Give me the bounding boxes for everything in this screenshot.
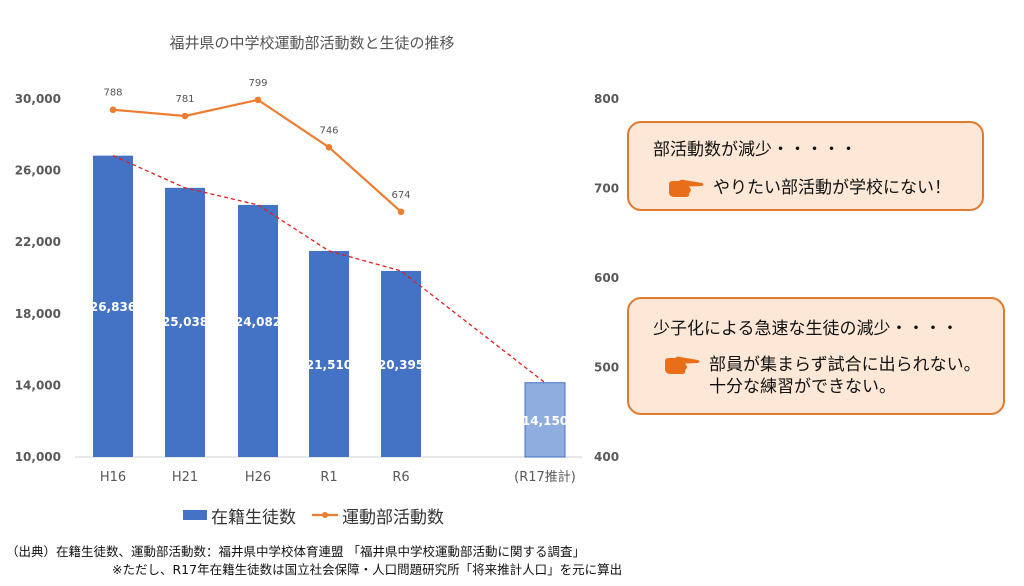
line-path [112,98,402,213]
bar-data-label: 21,510 [306,358,352,372]
y-right-tick-label: 400 [594,450,619,464]
line-point [109,106,117,114]
y-left-tick-label: 26,000 [15,164,61,178]
y-right-tick-label: 700 [594,182,619,196]
line-data-label: 781 [175,94,194,105]
trend-line [112,155,546,384]
callout-text: 十分な練習ができない。 [709,377,896,397]
bar [93,155,133,457]
pointing-hand-icon [669,179,704,197]
callout-point: やりたい部活動が学校にない！ [667,177,951,199]
callout-text: 部員が集まらず試合に出られない。 [709,355,981,375]
x-tick-label: H16 [100,470,126,485]
legend-swatch-marker [322,512,328,518]
line-point [325,144,333,151]
bar-data-label: 20,395 [378,358,424,372]
bar [309,250,349,457]
bar-data-label: 14,150 [522,414,568,428]
callout-title: 部活動数が減少・・・・・ [653,140,857,160]
legend-label-line: 運動部活動数 [342,508,444,528]
bar-data-label: 26,836 [90,300,136,314]
x-tick-label: R6 [392,470,409,485]
y-right-tick-label: 500 [594,361,619,375]
callout-club-decrease: 部活動数が減少・・・・・ やりたい部活動が学校にない！ [627,121,984,211]
line-data-label: 746 [319,125,338,136]
bar-data-label: 24,082 [235,315,281,329]
line-data-label: 674 [391,190,410,201]
line-data-label: 799 [248,78,267,89]
x-axis-labels: H16 H21 H26 R1 R6 (R17推計) [100,469,576,485]
legend: 在籍生徒数 運動部活動数 [183,508,444,528]
y-right-tick-label: 800 [594,92,619,106]
bar [165,187,205,457]
y-left-tick-label: 22,000 [15,235,61,249]
legend-swatch-bar [183,510,207,520]
bar-data-label: 25,038 [162,315,208,329]
legend-label-bar: 在籍生徒数 [211,508,296,528]
y-left-tick-label: 18,000 [15,307,61,321]
bar [238,204,278,457]
line-point [254,96,262,104]
line-data-label: 788 [103,88,122,99]
bar-series: 26,836 25,038 24,082 21,510 20,395 14,150 [90,155,568,458]
x-tick-label: H26 [245,470,271,485]
callout-title: 少子化による急速な生徒の減少・・・・ [653,319,959,339]
trend-dashed-line [112,155,546,384]
bar [381,270,421,457]
y-left-tick-label: 30,000 [15,92,61,106]
pointing-hand-icon [665,356,700,374]
y-right-tick-label: 600 [594,271,619,285]
callout-point: 部員が集まらず試合に出られない。 十分な練習ができない。 [663,354,981,398]
bar [524,382,566,458]
x-tick-label: R1 [320,470,337,485]
x-tick-label: (R17推計) [514,469,576,485]
callout-student-decrease: 少子化による急速な生徒の減少・・・・ 部員が集まらず試合に出られない。 十分な練… [627,297,1005,415]
y-axis-left: 10,000 14,000 18,000 22,000 26,000 30,000 [15,92,61,464]
callout-text: やりたい部活動が学校にない！ [713,178,951,198]
y-axis-right: 400 500 600 700 800 [594,92,619,464]
source-note-2: ※ただし、R17年在籍生徒数は国立社会保障・人口問題研究所「将来推計人口」を元に… [112,562,623,577]
y-left-tick-label: 14,000 [15,378,61,392]
line-point [181,112,189,120]
line-series: 788 781 799 746 674 [103,78,411,216]
line-point [397,208,405,216]
y-left-tick-label: 10,000 [15,450,61,464]
chart-title: 福井県の中学校運動部活動数と生徒の推移 [169,34,454,52]
x-tick-label: H21 [172,470,198,485]
source-note: （出典）在籍生徒数、運動部活動数：福井県中学校体育連盟 「福井県中学校運動部活動… [6,544,585,559]
